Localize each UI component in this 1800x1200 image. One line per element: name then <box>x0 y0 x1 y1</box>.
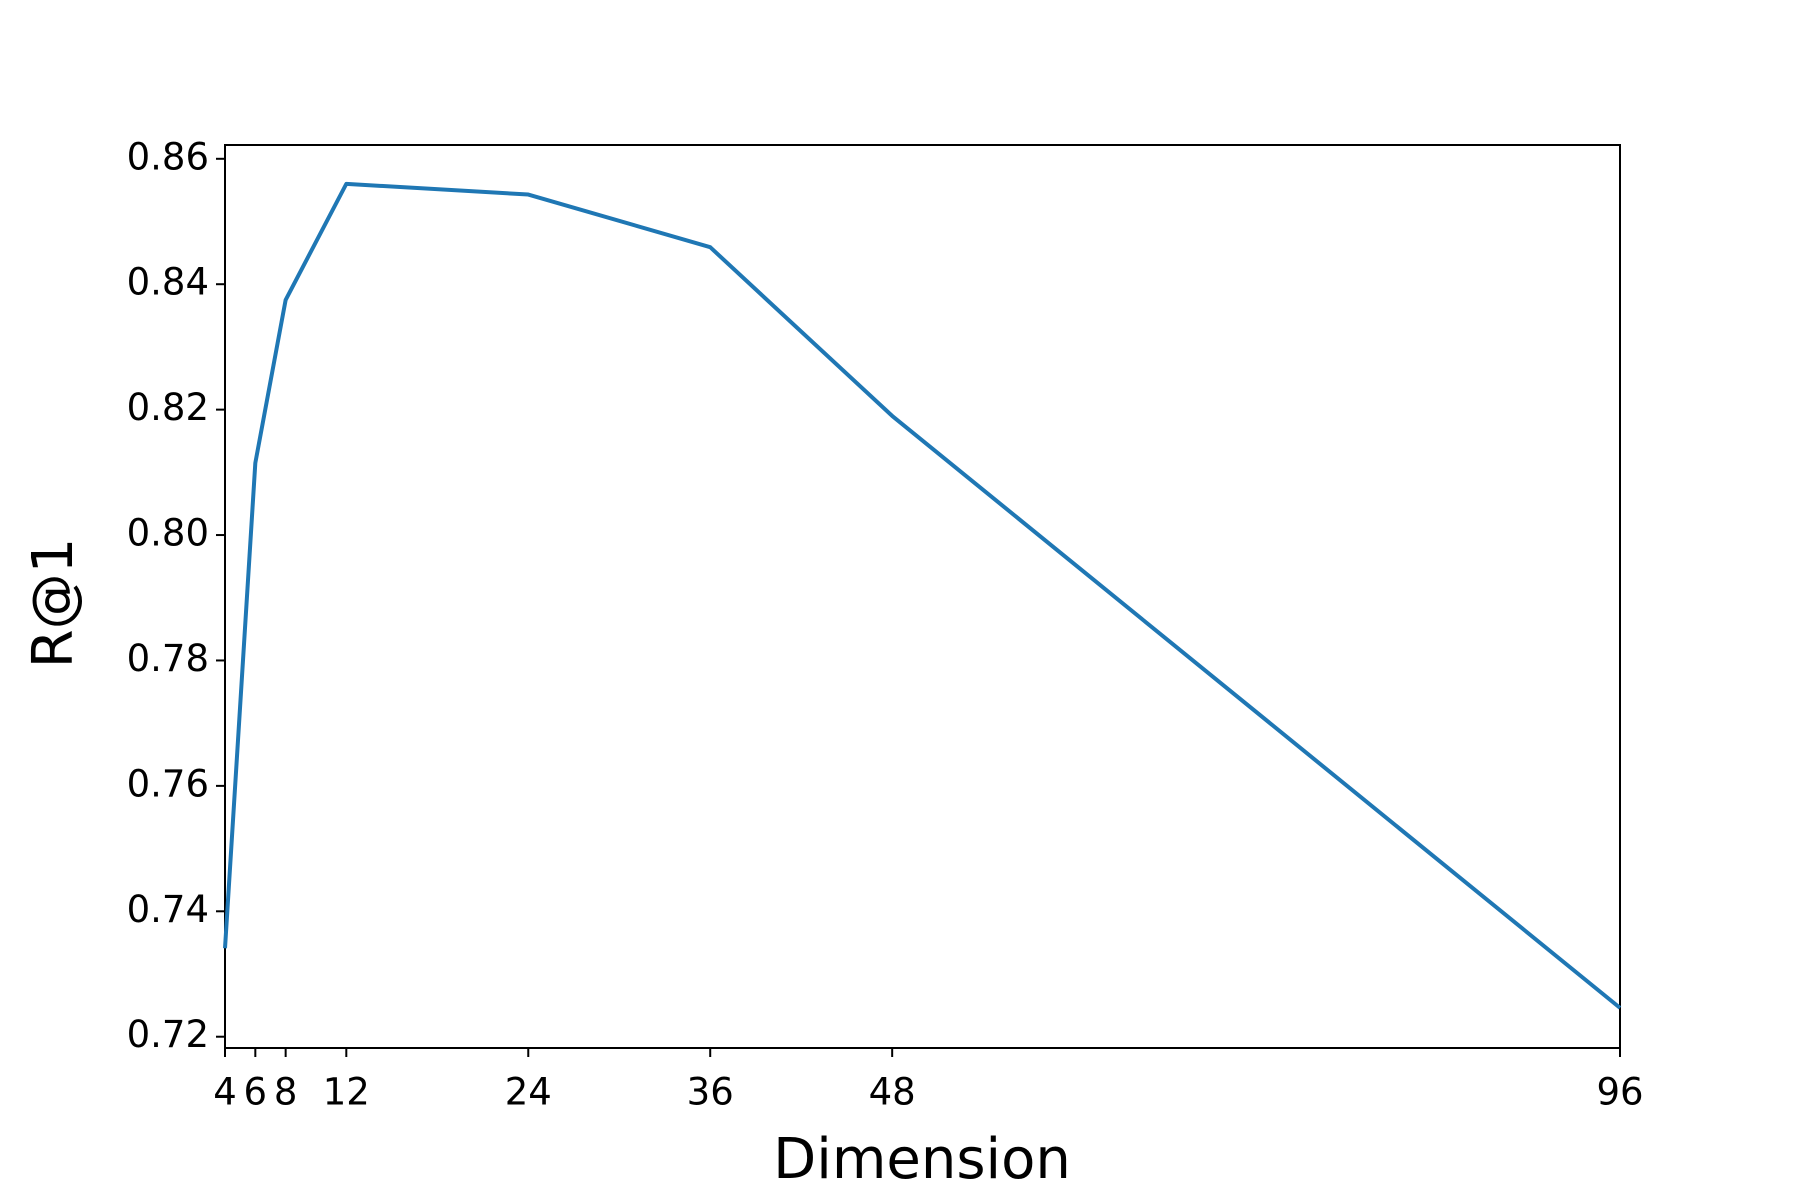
y-tick-label: 0.86 <box>127 135 209 178</box>
y-tick-label: 0.78 <box>127 637 209 680</box>
x-tick-label: 6 <box>244 1071 268 1114</box>
x-tick-label: 48 <box>869 1071 916 1114</box>
x-axis-label: Dimension <box>773 1127 1071 1192</box>
y-tick-label: 0.82 <box>127 386 209 429</box>
x-tick-label: 36 <box>687 1071 734 1114</box>
y-tick-label: 0.76 <box>127 762 209 805</box>
axes-frame <box>224 144 1621 1049</box>
x-tick-label: 4 <box>213 1071 237 1114</box>
x-tick-label: 12 <box>323 1071 370 1114</box>
x-tick-label: 24 <box>505 1071 552 1114</box>
y-tick-label: 0.84 <box>127 261 209 304</box>
x-tick-label: 96 <box>1596 1071 1643 1114</box>
y-tick-label: 0.74 <box>127 888 209 931</box>
y-tick-label: 0.80 <box>127 512 209 555</box>
y-axis-label: R@1 <box>21 538 86 669</box>
x-tick-label: 8 <box>274 1071 298 1114</box>
data-line <box>223 181 1622 1010</box>
y-tick-label: 0.72 <box>127 1013 209 1056</box>
